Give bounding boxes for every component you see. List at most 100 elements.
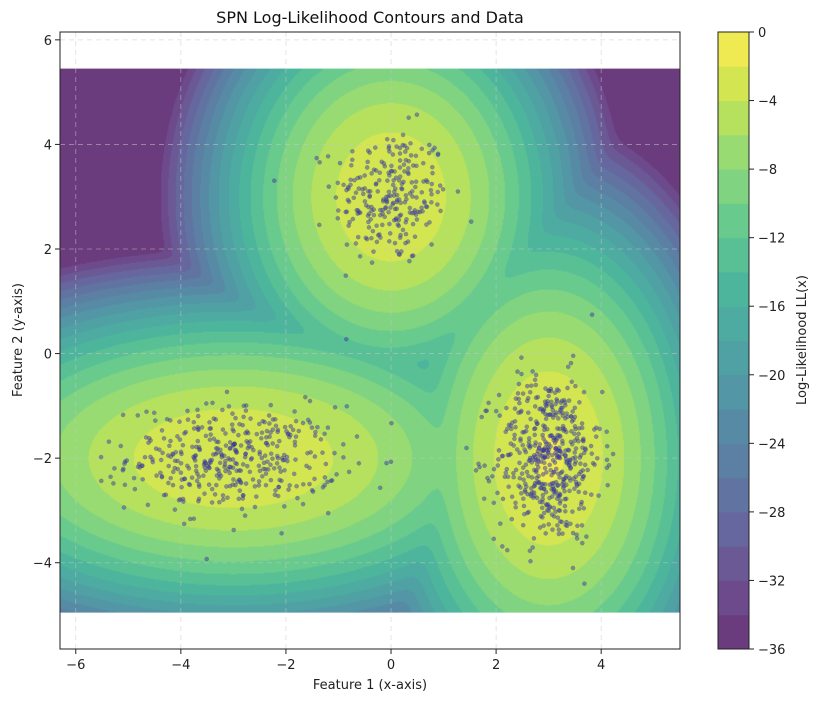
data-point	[421, 179, 426, 184]
data-point	[388, 205, 393, 210]
data-point	[291, 471, 297, 477]
data-point	[213, 482, 219, 488]
y-tick-label: 2	[44, 243, 52, 258]
data-point	[579, 540, 585, 546]
data-point	[364, 165, 370, 170]
data-point	[365, 189, 371, 194]
data-point	[216, 476, 222, 481]
data-point	[521, 511, 527, 517]
data-point	[508, 426, 514, 432]
data-point	[414, 163, 419, 169]
data-point	[259, 430, 265, 436]
data-point	[209, 486, 215, 492]
data-point	[364, 236, 370, 242]
data-point	[181, 521, 187, 527]
data-point	[214, 439, 219, 444]
data-point	[560, 423, 566, 429]
data-point	[455, 189, 461, 194]
data-point	[582, 581, 587, 587]
data-point	[239, 506, 245, 512]
data-point	[435, 189, 441, 195]
data-point	[392, 240, 398, 246]
data-point	[547, 412, 553, 417]
data-point	[429, 191, 434, 197]
data-point	[604, 457, 610, 463]
data-point	[315, 424, 320, 430]
data-point	[569, 379, 575, 385]
data-point	[124, 458, 130, 463]
y-tick-label: −2	[33, 452, 52, 467]
data-point	[543, 502, 549, 507]
colorbar-band	[718, 237, 749, 273]
data-point	[252, 504, 258, 510]
colorbar-tick-label: −4	[758, 95, 777, 110]
data-point	[353, 241, 359, 246]
colorbar-bands	[718, 32, 749, 650]
data-point	[486, 400, 491, 406]
data-point	[203, 401, 209, 406]
data-point	[261, 460, 267, 466]
data-point	[259, 455, 265, 461]
data-point	[386, 209, 391, 215]
data-point	[212, 492, 218, 497]
data-point	[547, 462, 553, 468]
data-point	[227, 446, 233, 451]
data-point	[572, 424, 578, 429]
data-point	[536, 445, 542, 451]
data-point	[369, 171, 374, 176]
data-point	[215, 446, 220, 451]
data-point	[355, 234, 361, 240]
data-point	[430, 147, 435, 153]
data-point	[540, 409, 546, 415]
data-point	[588, 492, 594, 497]
data-point	[230, 411, 235, 416]
data-point	[513, 424, 518, 430]
data-point	[322, 482, 328, 488]
data-point	[549, 512, 555, 517]
data-point	[367, 194, 372, 200]
data-point	[548, 399, 554, 405]
data-point	[423, 204, 429, 209]
data-point	[542, 481, 548, 487]
data-point	[333, 195, 339, 200]
data-point	[371, 212, 377, 218]
data-point	[576, 431, 581, 437]
data-point	[195, 426, 201, 432]
data-point	[548, 432, 554, 438]
data-point	[481, 496, 487, 502]
data-point	[309, 487, 315, 493]
data-point	[408, 140, 413, 146]
data-point	[193, 463, 199, 469]
x-tick-label: 0	[387, 658, 395, 673]
data-point	[373, 168, 379, 173]
data-point	[225, 495, 230, 501]
data-point	[263, 440, 269, 446]
colorbar-tick-label: −24	[758, 437, 785, 452]
data-point	[605, 482, 611, 488]
data-point	[277, 465, 282, 470]
data-point	[379, 222, 385, 228]
data-point	[530, 369, 535, 374]
data-point	[270, 427, 276, 432]
data-point	[120, 412, 126, 418]
data-point	[287, 483, 293, 488]
data-point	[241, 403, 247, 409]
data-point	[386, 189, 392, 195]
data-point	[570, 565, 576, 571]
data-point	[575, 523, 580, 529]
data-point	[419, 189, 425, 195]
data-point	[511, 470, 516, 476]
data-point	[405, 239, 411, 244]
data-point	[568, 439, 574, 445]
data-point	[529, 475, 535, 480]
data-point	[500, 453, 506, 459]
data-point	[486, 478, 492, 484]
data-point	[241, 414, 246, 420]
y-tick-label: 6	[44, 34, 52, 49]
data-point	[412, 184, 418, 190]
data-point	[111, 481, 116, 486]
data-point	[552, 390, 558, 396]
data-point	[268, 477, 274, 483]
data-point	[527, 548, 533, 554]
data-point	[374, 239, 380, 245]
